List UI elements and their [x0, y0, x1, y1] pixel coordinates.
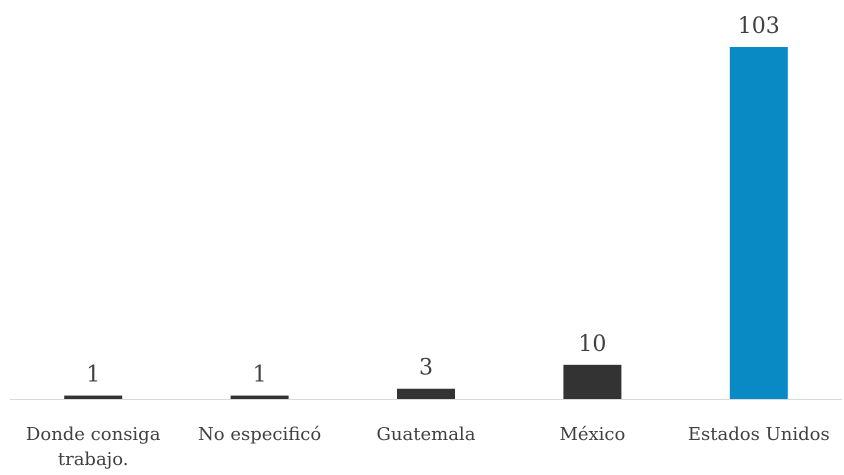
x-tick-label-line: Donde consiga	[26, 424, 161, 445]
x-tick-label-line: México	[559, 424, 625, 445]
data-label-3: 10	[578, 332, 606, 357]
data-labels-group: 1 1 3 10 103	[86, 14, 780, 388]
data-label-4: 103	[738, 14, 780, 39]
x-tick-label-4: Estados Unidos	[688, 424, 830, 445]
x-tick-label-0: Donde consiga trabajo.	[26, 424, 161, 470]
x-tick-label-1: No especificó	[198, 424, 321, 445]
x-tick-label-line: Estados Unidos	[688, 424, 830, 445]
bar-1	[230, 395, 289, 399]
bars-group	[64, 47, 788, 399]
x-tick-labels-group: Donde consiga trabajo. No especificó Guatem…	[26, 424, 830, 470]
bar-3	[563, 364, 622, 399]
bar-4	[729, 47, 788, 399]
x-tick-label-line: No especificó	[198, 424, 321, 445]
data-label-1: 1	[253, 363, 267, 388]
bar-2	[397, 388, 455, 399]
x-tick-label-line: trabajo.	[58, 449, 129, 470]
data-label-0: 1	[86, 363, 100, 388]
x-tick-label-2: Guatemala	[377, 424, 476, 445]
x-tick-label-line: Guatemala	[377, 424, 476, 445]
x-tick-label-3: México	[559, 424, 625, 445]
bar-0	[64, 395, 123, 399]
data-label-2: 3	[419, 356, 433, 381]
